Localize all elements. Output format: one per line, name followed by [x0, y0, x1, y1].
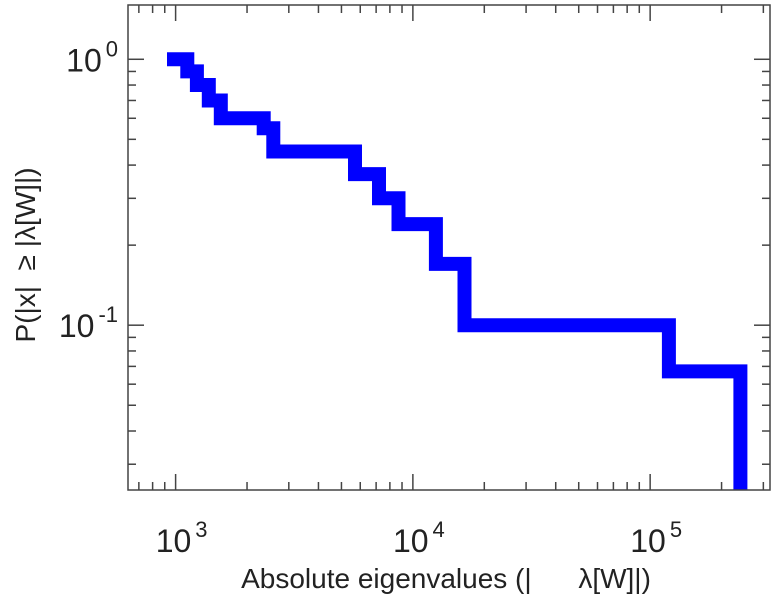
- x-tick-label: 10 4: [393, 517, 445, 559]
- x-tick-label: 10 5: [630, 517, 682, 559]
- x-axis-label: Absolute eigenvalues (| λ[W]|): [241, 563, 651, 594]
- y-tick-label: 10 0: [66, 36, 118, 78]
- tick-labels: 10 3 10 4 10 5 10 -1 10 0: [59, 36, 682, 559]
- x-tick-label: 10 3: [156, 517, 208, 559]
- y-tick-label: 10 -1: [59, 302, 118, 344]
- axis-ticks: [128, 5, 770, 490]
- y-axis-label: P(|x| ≥ |λ[W]|): [10, 167, 41, 342]
- series-line: [167, 52, 748, 490]
- plot-frame: [127, 4, 771, 491]
